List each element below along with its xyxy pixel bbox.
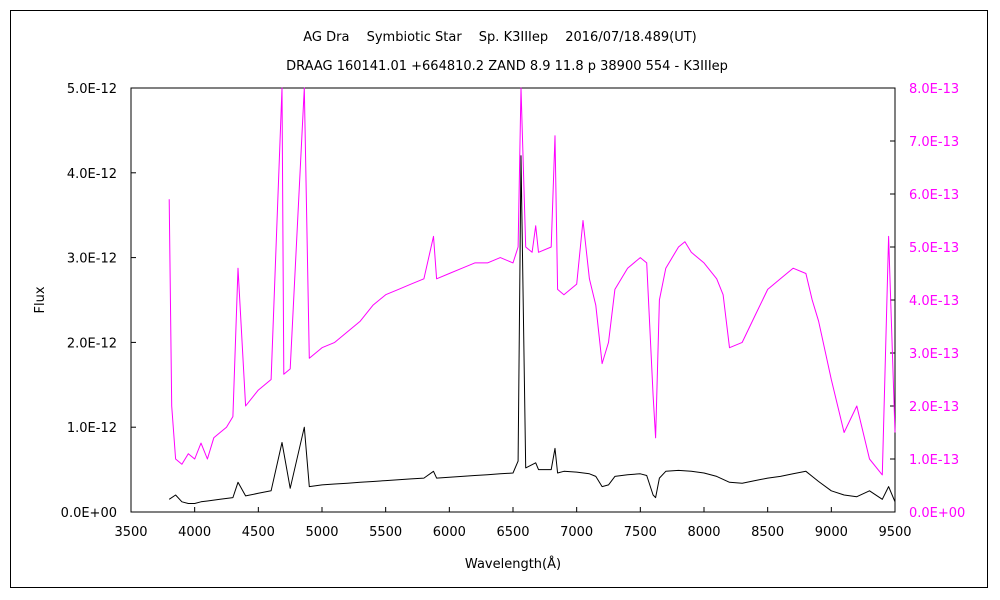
x-tick-label: 4500 — [242, 525, 275, 540]
y-axis-label: Flux — [33, 286, 48, 313]
x-axis-ticks: 3500 4000 4500 5000 5500 6000 6500 7000 7500 8000… — [114, 507, 912, 540]
y-right-tick-label: 5.0E-13 — [909, 241, 959, 256]
x-tick-label: 8000 — [687, 525, 720, 540]
y-right-tick-label: 8.0E-13 — [909, 82, 959, 97]
chart-frame — [10, 10, 988, 588]
plot-area — [130, 87, 896, 513]
series-line-magenta — [168, 87, 896, 476]
x-tick-label: 9500 — [878, 525, 911, 540]
x-tick-label: 4000 — [178, 525, 211, 540]
x-tick-label: 7500 — [624, 525, 657, 540]
chart-title: AG Dra Symbiotic Star Sp. K3IIIep 2016/0… — [303, 30, 696, 45]
series-layer — [168, 87, 896, 504]
y-right-tick-label: 2.0E-13 — [909, 400, 959, 415]
y-left-tick-label: 2.0E-12 — [67, 336, 117, 351]
y-right-tick-label: 3.0E-13 — [909, 347, 959, 362]
series-line-black — [168, 155, 896, 504]
y-left-tick-label: 0.0E+00 — [61, 506, 117, 521]
x-tick-label: 5000 — [305, 525, 338, 540]
x-tick-label: 8500 — [751, 525, 784, 540]
x-tick-label: 6500 — [496, 525, 529, 540]
y-left-tick-label: 1.0E-12 — [67, 421, 117, 436]
x-tick-label: 7000 — [560, 525, 593, 540]
chart-subtitle: DRAAG 160141.01 +664810.2 ZAND 8.9 11.8 … — [286, 59, 728, 74]
x-axis-label: Wavelength(Å) — [465, 556, 561, 572]
y-left-tick-label: 4.0E-12 — [67, 167, 117, 182]
x-tick-label: 3500 — [114, 525, 147, 540]
y-right-tick-label: 7.0E-13 — [909, 135, 959, 150]
x-tick-label: 5500 — [369, 525, 402, 540]
y-right-tick-label: 0.0E+00 — [909, 506, 965, 521]
y-right-tick-label: 6.0E-13 — [909, 188, 959, 203]
y-axis-left-ticks: 0.0E+00 1.0E-12 2.0E-12 3.0E-12 4.0E-12 5.0E-… — [61, 82, 136, 521]
y-axis-right-ticks: 0.0E+00 1.0E-13 2.0E-13 3.0E-13 4.0E-13 5.0E-… — [890, 82, 965, 521]
y-right-tick-label: 4.0E-13 — [909, 294, 959, 309]
y-right-tick-label: 1.0E-13 — [909, 453, 959, 468]
x-tick-label: 6000 — [433, 525, 466, 540]
y-left-tick-label: 3.0E-12 — [67, 252, 117, 267]
y-left-tick-label: 5.0E-12 — [67, 82, 117, 97]
x-tick-label: 9000 — [815, 525, 848, 540]
